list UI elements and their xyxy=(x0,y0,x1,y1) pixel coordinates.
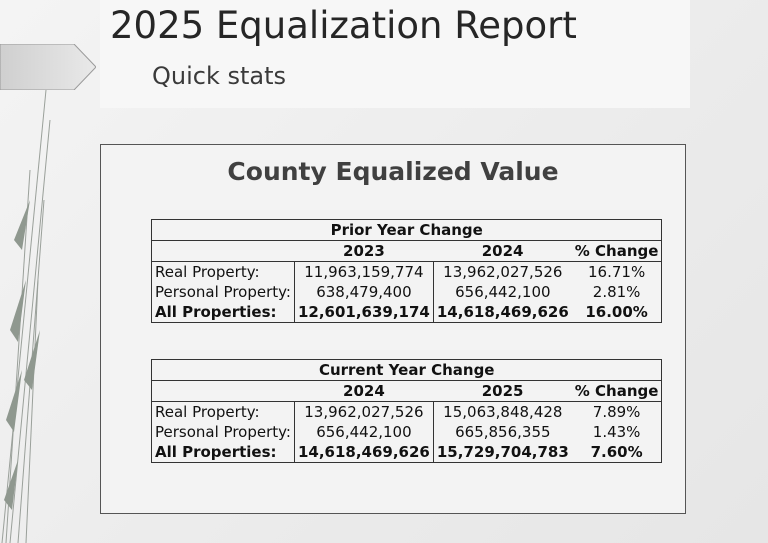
value-cell: 11,963,159,774 xyxy=(293,261,434,282)
table-row: All Properties: 14,618,469,626 15,729,70… xyxy=(151,442,663,463)
column-header: % Change xyxy=(571,380,663,402)
table-row: Personal Property: 656,442,100 665,856,3… xyxy=(151,422,663,442)
percent-cell: 16.00% xyxy=(571,302,663,323)
value-cell: 14,618,469,626 xyxy=(432,302,572,323)
table-row: Personal Property: 638,479,400 656,442,1… xyxy=(151,282,663,302)
column-header: 2023 xyxy=(294,240,434,262)
value-cell: 656,442,100 xyxy=(293,422,434,442)
table-row: Real Property: 13,962,027,526 15,063,848… xyxy=(151,401,663,422)
panel-title: County Equalized Value xyxy=(227,157,559,186)
row-label: Real Property: xyxy=(151,401,295,422)
arrow-tab-icon xyxy=(0,44,96,90)
value-cell: 15,729,704,783 xyxy=(432,442,572,463)
value-cell: 638,479,400 xyxy=(293,282,434,302)
table-row: All Properties: 12,601,639,174 14,618,46… xyxy=(151,302,663,323)
column-header xyxy=(151,240,295,262)
column-header: 2024 xyxy=(294,380,434,402)
decorative-lines-icon xyxy=(1,89,51,543)
column-header: 2025 xyxy=(433,380,572,402)
row-label: Real Property: xyxy=(151,261,295,282)
row-label: All Properties: xyxy=(151,442,295,463)
value-cell: 665,856,355 xyxy=(432,422,572,442)
column-header: 2024 xyxy=(433,240,572,262)
current-year-table: Current Year Change 2024 2025 % Change R… xyxy=(150,359,663,463)
column-header xyxy=(151,380,295,402)
value-cell: 13,962,027,526 xyxy=(293,401,434,422)
percent-cell: 7.89% xyxy=(571,401,663,422)
percent-cell: 1.43% xyxy=(571,422,663,442)
percent-cell: 2.81% xyxy=(571,282,663,302)
page-subtitle: Quick stats xyxy=(152,62,287,90)
row-label: Personal Property: xyxy=(151,282,295,302)
column-header: % Change xyxy=(571,240,663,262)
value-cell: 15,063,848,428 xyxy=(432,401,572,422)
title-band xyxy=(100,0,690,108)
value-cell: 13,962,027,526 xyxy=(432,261,572,282)
value-cell: 656,442,100 xyxy=(432,282,572,302)
percent-cell: 16.71% xyxy=(571,261,663,282)
row-label: Personal Property: xyxy=(151,422,295,442)
value-cell: 14,618,469,626 xyxy=(293,442,434,463)
percent-cell: 7.60% xyxy=(571,442,663,463)
table-caption: Prior Year Change xyxy=(150,219,663,241)
table-row: Real Property: 11,963,159,774 13,962,027… xyxy=(151,261,663,282)
table-caption: Current Year Change xyxy=(150,359,663,381)
page-title: 2025 Equalization Report xyxy=(110,4,577,47)
prior-year-table: Prior Year Change 2023 2024 % Change Rea… xyxy=(150,219,663,323)
report-panel: County Equalized Value Prior Year Change… xyxy=(100,144,686,514)
row-label: All Properties: xyxy=(151,302,295,323)
value-cell: 12,601,639,174 xyxy=(293,302,434,323)
